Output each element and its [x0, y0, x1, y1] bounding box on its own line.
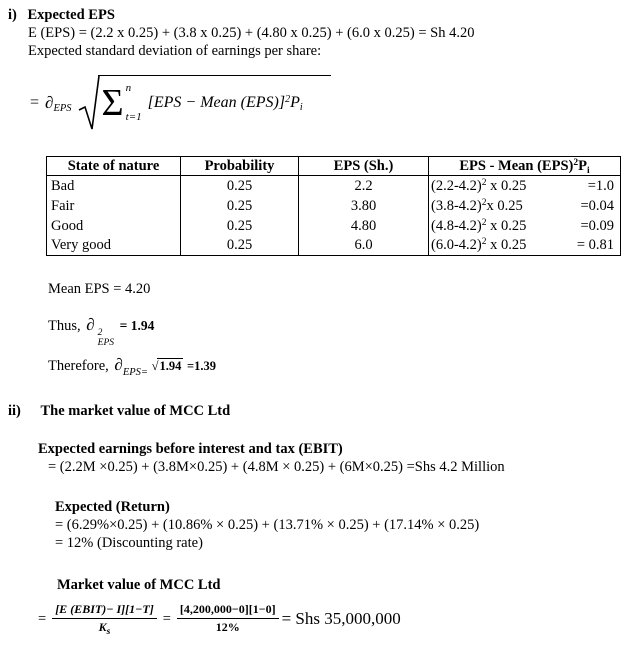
std-dev-value: =1.39	[186, 359, 216, 373]
therefore-label: Therefore,	[48, 358, 109, 374]
expected-return-line-2: = 12% (Discounting rate)	[55, 535, 203, 551]
mean-eps-line: Mean EPS = 4.20	[48, 281, 151, 297]
market-value-heading: Market value of MCC Ltd	[57, 577, 221, 593]
cell-calculation: (6.0-4.2)2 x 0.25 = 0.81	[428, 235, 621, 256]
calc-result: =0.04	[580, 197, 614, 214]
summation-group: Σ n t=1	[102, 83, 148, 123]
summation-upper-limit: n	[125, 82, 132, 94]
variance-scripts: 2 EPS	[97, 328, 115, 348]
sqrt-value: 1.94	[157, 358, 184, 373]
equals-sign: =	[30, 94, 40, 111]
std-dev-formula: = ∂EPS Σ n t=1 [EPS − Mean (EPS)]2Pi	[30, 74, 331, 132]
partial-symbol: ∂	[86, 315, 95, 334]
partial-symbol: ∂	[114, 355, 123, 374]
symbolic-fraction: [E (EBIT)− I][1−T] Ks	[52, 602, 157, 637]
cell-state: Very good	[51, 237, 112, 254]
cell-state: Fair	[51, 197, 75, 214]
numeric-fraction: [4,200,000−0][1−0] 12%	[176, 602, 279, 635]
thus-label: Thus,	[48, 318, 81, 334]
fraction-numerator: [4,200,000−0][1−0]	[176, 602, 279, 619]
expected-return-line-1: = (6.29%×0.25) + (10.86% × 0.25) + (13.7…	[55, 517, 480, 533]
ebit-line: = (2.2M ×0.25) + (3.8M×0.25) + (4.8M × 0…	[48, 459, 505, 475]
cell-probability: 0.25	[180, 195, 299, 216]
radical-body: Σ n t=1 [EPS − Mean (EPS)]2Pi	[97, 75, 331, 129]
partial-symbol: ∂EPS	[45, 93, 72, 114]
table-row-good: Good 0.25 4.80 (4.8-4.2)2 x 0.25 =0.09	[47, 215, 621, 236]
calc-expression: (3.8-4.2)2x 0.25	[431, 197, 523, 214]
table-row-bad: Bad 0.25 2.2 (2.2-4.2)2 x 0.25 =1.0	[47, 175, 621, 196]
std-dev-caption: Expected standard deviation of earnings …	[28, 43, 322, 59]
table-row-fair: Fair 0.25 3.80 (3.8-4.2)2x 0.25 =0.04	[47, 195, 621, 216]
partial-subscript: EPS	[53, 103, 72, 114]
equals-sign: =	[38, 610, 47, 627]
calc-expression: (4.8-4.2)2 x 0.25	[431, 217, 527, 234]
fraction-denominator: Ks	[98, 620, 111, 637]
fraction-denominator: 12%	[215, 620, 240, 634]
cell-calculation: (2.2-4.2)2 x 0.25 =1.0	[428, 175, 621, 196]
section-i-heading: i) Expected EPS	[8, 6, 115, 24]
summation-lower-limit: t=1	[125, 111, 142, 123]
sigma-symbol: Σ	[101, 82, 124, 124]
calc-result: =1.0	[587, 177, 614, 194]
eps-table: State of nature Probability EPS (Sh.) EP…	[46, 156, 621, 256]
cell-probability: 0.25	[180, 215, 299, 236]
header-state-of-nature: State of nature	[46, 156, 181, 176]
cell-eps: 6.0	[298, 235, 429, 256]
section-ii-heading: ii) The market value of MCC Ltd	[8, 402, 230, 420]
summation-expression: [EPS − Mean (EPS)]2Pi	[147, 94, 303, 113]
radical-group: Σ n t=1 [EPS − Mean (EPS)]2Pi	[78, 74, 331, 132]
fraction-numerator: [E (EBIT)− I][1−T]	[52, 602, 157, 619]
calc-result: = 0.81	[576, 237, 614, 254]
cell-calculation: (3.8-4.2)2x 0.25 =0.04	[428, 195, 621, 216]
calc-expression: (6.0-4.2)2 x 0.25	[431, 237, 527, 254]
header-eps-mean: EPS - Mean (EPS)2Pi	[428, 156, 621, 176]
section-ii-marker: ii)	[8, 403, 21, 419]
std-dev-subscript: EPS=	[122, 367, 148, 378]
table-header-row: State of nature Probability EPS (Sh.) EP…	[46, 156, 621, 176]
eps-expectation-line: E (EPS) = (2.2 x 0.25) + (3.8 x 0.25) + …	[28, 25, 475, 41]
cell-probability: 0.25	[180, 235, 299, 256]
summation-limits: n t=1	[126, 83, 142, 123]
sqrt-sign: √	[151, 359, 159, 373]
cell-state: Good	[51, 217, 84, 234]
calc-expression: (2.2-4.2)2 x 0.25	[431, 177, 527, 194]
market-value-result: = Shs 35,000,000	[281, 608, 401, 628]
cell-eps: 2.2	[298, 175, 429, 196]
std-dev-result-line: Therefore, ∂EPS= √1.94 =1.39	[48, 356, 216, 382]
variance-line: Thus, ∂ 2 EPS = 1.94	[48, 316, 154, 349]
variance-value: = 1.94	[119, 318, 155, 333]
equals-sign: =	[162, 610, 171, 627]
cell-eps: 4.80	[298, 215, 429, 236]
section-i-marker: i)	[8, 7, 17, 23]
cell-probability: 0.25	[180, 175, 299, 196]
calc-result: =0.09	[580, 217, 614, 234]
cell-state: Bad	[51, 177, 75, 194]
ebit-heading: Expected earnings before interest and ta…	[38, 441, 343, 457]
header-eps: EPS (Sh.)	[298, 156, 429, 176]
section-ii-title: The market value of MCC Ltd	[40, 403, 231, 419]
market-value-formula: = [E (EBIT)− I][1−T] Ks = [4,200,000−0][…	[38, 602, 401, 637]
table-row-very-good: Very good 0.25 6.0 (6.0-4.2)2 x 0.25 = 0.…	[47, 235, 621, 256]
header-probability: Probability	[180, 156, 299, 176]
cell-calculation: (4.8-4.2)2 x 0.25 =0.09	[428, 215, 621, 236]
radical-sign	[78, 75, 100, 130]
section-i-title: Expected EPS	[27, 7, 115, 23]
expected-return-heading: Expected (Return)	[55, 499, 170, 515]
cell-eps: 3.80	[298, 195, 429, 216]
